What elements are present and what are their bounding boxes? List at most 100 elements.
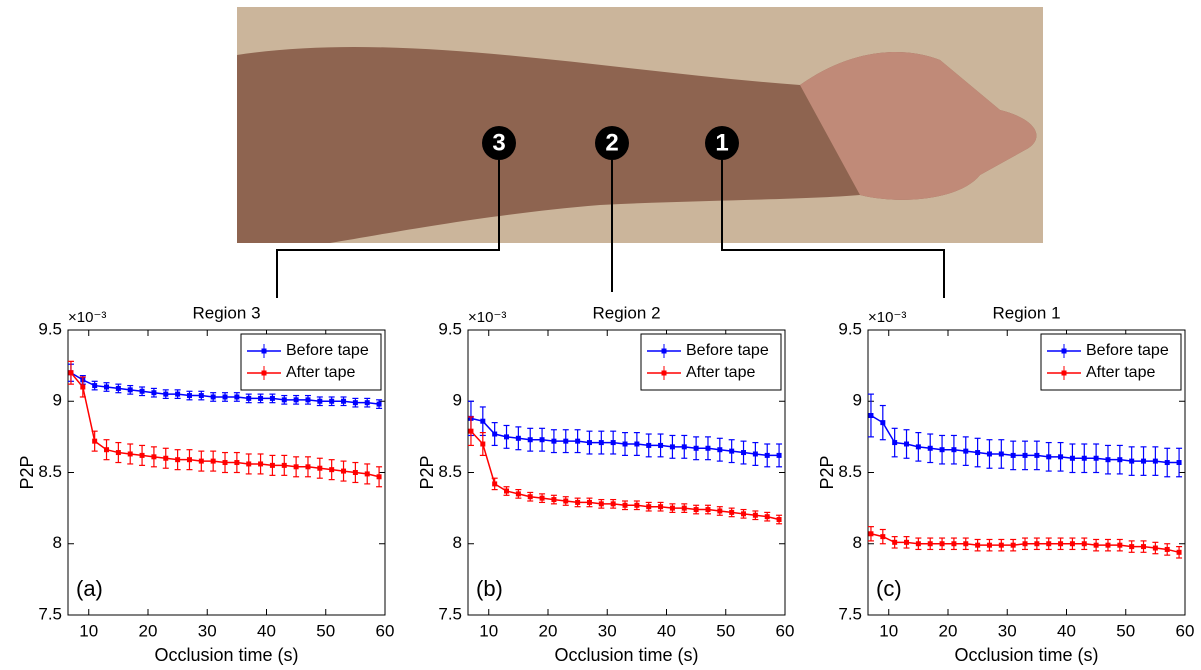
chart: 7.588.599.5102030405060Region 2×10⁻³Occl… <box>417 303 795 664</box>
data-point <box>916 541 921 546</box>
data-point <box>1082 541 1087 546</box>
data-point <box>480 419 485 424</box>
data-point <box>128 451 133 456</box>
data-point <box>492 481 497 486</box>
data-point <box>880 534 885 539</box>
data-point <box>940 447 945 452</box>
data-point <box>951 447 956 452</box>
data-point <box>975 543 980 548</box>
data-point <box>353 400 358 405</box>
data-point <box>868 413 873 418</box>
data-point <box>211 459 216 464</box>
x-tick-label: 10 <box>479 621 498 640</box>
legend-label: Before tape <box>1086 342 1169 359</box>
y-tick-label: 8 <box>53 533 62 552</box>
data-point <box>575 500 580 505</box>
data-point <box>1058 454 1063 459</box>
data-point <box>729 510 734 515</box>
chart-title: Region 1 <box>992 303 1060 322</box>
data-point <box>1023 541 1028 546</box>
legend-marker <box>1062 349 1067 354</box>
y-axis-label: P2P <box>17 455 37 489</box>
data-point <box>717 508 722 513</box>
x-axis-label: Occlusion time (s) <box>154 645 298 665</box>
y-tick-label: 8.5 <box>438 462 462 481</box>
data-point <box>987 451 992 456</box>
data-point <box>80 385 85 390</box>
data-point <box>294 464 299 469</box>
y-axis-label: P2P <box>417 455 437 489</box>
y-tick-label: 8.5 <box>838 462 862 481</box>
data-point <box>1165 460 1170 465</box>
data-point <box>1153 546 1158 551</box>
x-tick-label: 50 <box>316 621 335 640</box>
legend-label: After tape <box>286 364 355 381</box>
data-point <box>163 392 168 397</box>
legend-label: Before tape <box>686 342 769 359</box>
data-point <box>1129 544 1134 549</box>
data-point <box>492 432 497 437</box>
data-point <box>163 456 168 461</box>
x-tick-label: 30 <box>198 621 217 640</box>
data-point <box>741 511 746 516</box>
data-point <box>1153 459 1158 464</box>
data-point <box>634 503 639 508</box>
data-point <box>646 504 651 509</box>
data-point <box>211 394 216 399</box>
data-point <box>223 460 228 465</box>
data-point <box>294 397 299 402</box>
data-point <box>599 440 604 445</box>
data-point <box>1105 457 1110 462</box>
data-point <box>234 394 239 399</box>
data-point <box>504 434 509 439</box>
x-tick-label: 60 <box>776 621 795 640</box>
data-point <box>187 393 192 398</box>
x-tick-label: 20 <box>139 621 158 640</box>
x-tick-label: 30 <box>998 621 1017 640</box>
x-tick-label: 10 <box>879 621 898 640</box>
data-point <box>329 467 334 472</box>
data-point <box>670 506 675 511</box>
x-axis-label: Occlusion time (s) <box>554 645 698 665</box>
data-point <box>623 442 628 447</box>
data-point <box>1105 543 1110 548</box>
data-point <box>777 517 782 522</box>
legend-marker <box>662 349 667 354</box>
data-point <box>705 507 710 512</box>
data-point <box>1129 459 1134 464</box>
legend-label: After tape <box>1086 364 1155 381</box>
data-point <box>516 436 521 441</box>
data-point <box>199 393 204 398</box>
data-point <box>480 442 485 447</box>
x-tick-label: 50 <box>1116 621 1135 640</box>
y-tick-label: 8 <box>853 533 862 552</box>
data-point <box>916 444 921 449</box>
data-point <box>963 449 968 454</box>
data-point <box>258 461 263 466</box>
data-point <box>270 463 275 468</box>
data-point <box>282 397 287 402</box>
data-point <box>551 497 556 502</box>
panel-label: (c) <box>876 576 902 601</box>
data-point <box>68 370 73 375</box>
x-axis-label: Occlusion time (s) <box>954 645 1098 665</box>
data-point <box>234 460 239 465</box>
data-point <box>187 457 192 462</box>
x-tick-label: 40 <box>1057 621 1076 640</box>
data-point <box>646 443 651 448</box>
x-tick-label: 40 <box>657 621 676 640</box>
data-point <box>658 443 663 448</box>
data-point <box>975 450 980 455</box>
data-point <box>670 444 675 449</box>
data-point <box>623 503 628 508</box>
data-point <box>904 442 909 447</box>
data-point <box>892 540 897 545</box>
y-tick-label: 8 <box>453 533 462 552</box>
x-tick-label: 10 <box>79 621 98 640</box>
data-point <box>880 420 885 425</box>
data-point <box>611 501 616 506</box>
y-tick-label: 7.5 <box>38 604 62 623</box>
data-point <box>223 394 228 399</box>
legend-marker <box>262 349 267 354</box>
